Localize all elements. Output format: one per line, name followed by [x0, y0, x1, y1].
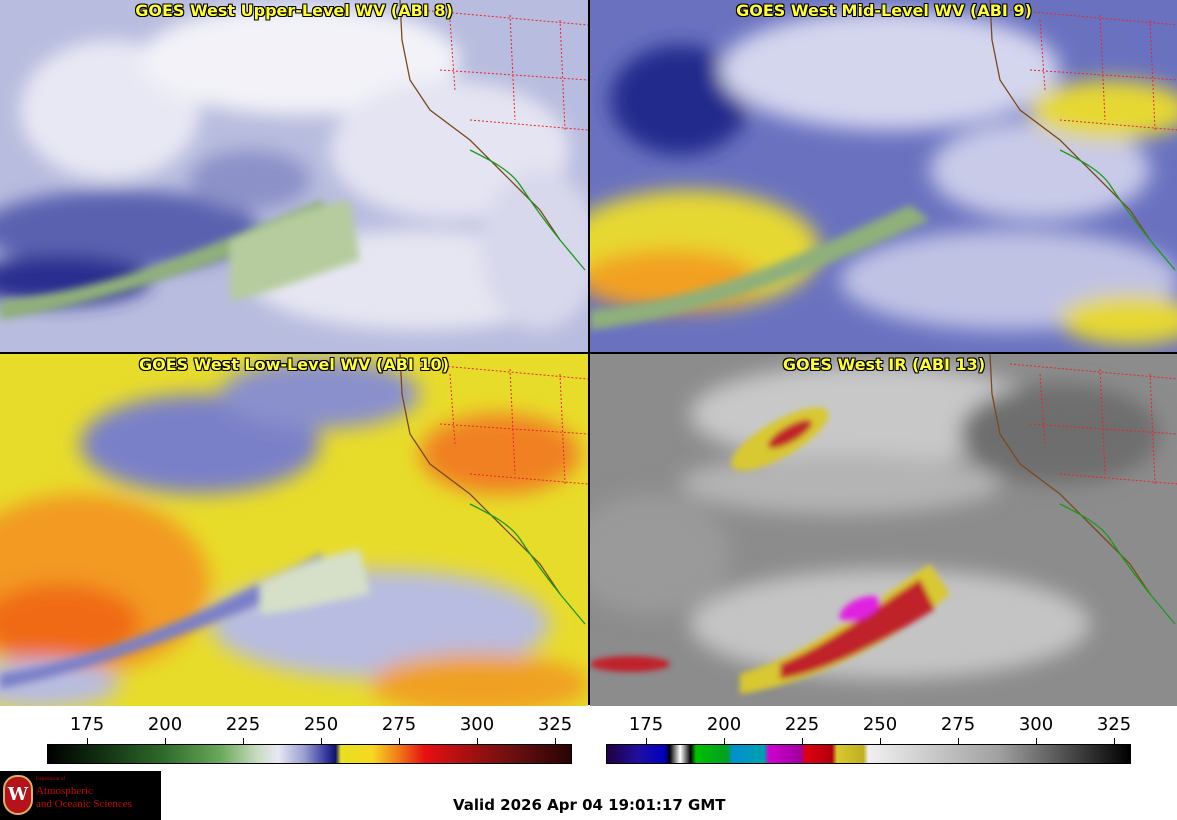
wv-tick-label: 225 — [225, 714, 261, 735]
mid-level-wv-image — [590, 0, 1177, 352]
ir-tick — [958, 738, 959, 744]
panel-upper-level-wv: GOES West Upper-Level WV (ABI 8) — [0, 0, 588, 352]
panel-mid-level-wv: GOES West Mid-Level WV (ABI 9) — [590, 0, 1177, 352]
ir-image — [590, 354, 1177, 706]
wv-tick — [87, 738, 88, 744]
wv-tick-label: 175 — [69, 714, 105, 735]
wv-colorbar — [47, 744, 572, 764]
ir-tick-label: 175 — [628, 714, 664, 735]
panel-title: GOES West Mid-Level WV (ABI 9) — [736, 1, 1032, 20]
horizontal-divider — [0, 352, 1177, 354]
ir-tick — [802, 738, 803, 744]
wv-tick — [165, 738, 166, 744]
ir-colorbar — [606, 744, 1131, 764]
ir-tick — [1036, 738, 1037, 744]
wv-tick — [399, 738, 400, 744]
logo-line-1: Atmospheric — [36, 785, 93, 797]
ir-tick — [880, 738, 881, 744]
wv-tick — [243, 738, 244, 744]
low-level-wv-image — [0, 354, 588, 706]
ir-tick-label: 300 — [1018, 714, 1054, 735]
ir-tick-label: 275 — [940, 714, 976, 735]
ir-tick-label: 225 — [784, 714, 820, 735]
uw-seal-icon: W — [3, 775, 33, 815]
panel-low-level-wv: GOES West Low-Level WV (ABI 10) — [0, 354, 588, 706]
panel-title: GOES West IR (ABI 13) — [782, 355, 986, 374]
wv-tick — [477, 738, 478, 744]
wv-tick-label: 200 — [147, 714, 183, 735]
valid-time: Valid 2026 Apr 04 19:01:17 GMT — [453, 796, 726, 814]
wv-tick-label: 275 — [381, 714, 417, 735]
wv-tick — [555, 738, 556, 744]
ir-tick — [1114, 738, 1115, 744]
aos-logo: W Department of Atmospheric and Oceanic … — [0, 771, 161, 820]
ir-tick — [646, 738, 647, 744]
ir-tick — [724, 738, 725, 744]
wv-tick-label: 250 — [303, 714, 339, 735]
wv-tick-label: 325 — [537, 714, 573, 735]
panel-title: GOES West Low-Level WV (ABI 10) — [138, 355, 449, 374]
panel-title: GOES West Upper-Level WV (ABI 8) — [135, 1, 453, 20]
panel-ir: GOES West IR (ABI 13) — [590, 354, 1177, 706]
upper-level-wv-image — [0, 0, 588, 352]
wv-tick — [321, 738, 322, 744]
ir-tick-label: 325 — [1096, 714, 1132, 735]
ir-tick-label: 250 — [862, 714, 898, 735]
wv-tick-label: 300 — [459, 714, 495, 735]
ir-tick-label: 200 — [706, 714, 742, 735]
logo-small-text: Department of — [36, 777, 66, 782]
logo-line-2: and Oceanic Sciences — [36, 798, 132, 810]
